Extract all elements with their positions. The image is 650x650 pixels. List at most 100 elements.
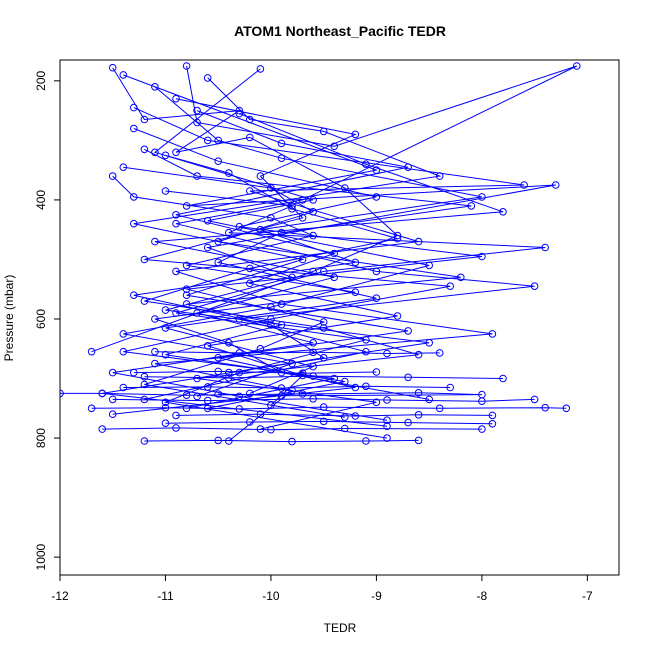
data-point [319, 403, 328, 411]
chart-title: ATOM1 Northeast_Pacific TEDR [234, 23, 446, 39]
data-point [351, 383, 360, 392]
data-point [140, 297, 149, 305]
data-point [414, 350, 423, 359]
data-point [383, 416, 391, 425]
data-point [140, 115, 149, 124]
data-point [351, 412, 360, 420]
series-22 [140, 372, 507, 383]
series-14 [130, 124, 486, 422]
data-point [130, 219, 138, 228]
data-point [425, 395, 434, 404]
data-point [319, 417, 328, 426]
data-point [182, 285, 191, 294]
data-point [309, 231, 317, 240]
data-point [404, 418, 412, 427]
series-line [144, 65, 578, 400]
data-point [161, 187, 170, 195]
data-point [214, 436, 222, 445]
data-point [298, 214, 307, 222]
data-point [182, 291, 191, 300]
data-point [277, 384, 286, 392]
series-line [91, 406, 567, 410]
series-line [165, 420, 493, 425]
series-line [175, 110, 409, 406]
data-point [330, 249, 339, 258]
data-point [309, 395, 317, 403]
data-point [383, 349, 391, 358]
data-point [119, 383, 128, 392]
data-point [87, 404, 96, 413]
data-point [214, 157, 222, 165]
data-point [267, 315, 275, 323]
series-line [133, 128, 482, 418]
series-10 [140, 145, 476, 398]
data-point [414, 436, 423, 445]
data-point [246, 279, 254, 288]
data-point [277, 139, 286, 148]
series-line [123, 385, 451, 389]
data-point [108, 395, 117, 404]
data-point [362, 347, 370, 356]
data-point [193, 374, 201, 383]
data-point [225, 374, 233, 382]
data-point [203, 217, 212, 225]
data-point [499, 374, 507, 383]
data-point [288, 202, 296, 210]
series-19 [108, 395, 539, 406]
data-point [182, 261, 191, 270]
y-axis-label: Pressure (mbar) [2, 275, 16, 362]
data-point [119, 71, 128, 79]
series-line [112, 113, 504, 421]
data-point [151, 148, 159, 157]
data-point [172, 219, 180, 228]
data-point [309, 362, 317, 371]
data-point [98, 425, 106, 433]
data-point [383, 396, 391, 404]
data-point [309, 196, 317, 204]
data-point [298, 369, 307, 378]
y-tick-label: 800 [34, 428, 48, 448]
data-point [108, 410, 117, 419]
data-point [541, 243, 550, 252]
data-point [319, 267, 328, 276]
series-18 [87, 403, 571, 413]
data-point [530, 395, 539, 404]
data-point [573, 62, 581, 70]
data-point [267, 321, 275, 329]
data-point [319, 318, 328, 326]
data-point [383, 434, 391, 442]
data-point [87, 347, 96, 356]
series-line [112, 398, 535, 402]
data-point [246, 389, 254, 398]
data-point [435, 349, 444, 357]
data-point [256, 65, 265, 73]
data-point [161, 419, 170, 428]
data-point [362, 336, 370, 344]
data-point [214, 353, 222, 362]
data-point [372, 368, 381, 376]
series-line [154, 351, 440, 355]
data-point [140, 255, 149, 264]
data-point [341, 424, 349, 433]
series-26 [172, 410, 497, 420]
data-point [362, 160, 370, 168]
data-point [256, 345, 265, 353]
data-point [530, 282, 539, 291]
data-point [108, 63, 117, 72]
data-point [235, 109, 244, 118]
data-point [172, 411, 180, 420]
data-point [203, 342, 212, 350]
series-line [144, 439, 419, 443]
data-point [256, 172, 265, 180]
data-point [161, 324, 170, 332]
data-point [404, 163, 412, 171]
series-line [133, 107, 525, 442]
data-point [140, 145, 149, 154]
data-point [161, 398, 170, 407]
data-point [414, 389, 423, 397]
data-point [277, 154, 286, 162]
data-point [108, 172, 117, 180]
data-point [214, 258, 222, 267]
data-point [277, 300, 286, 308]
data-point [330, 142, 339, 151]
